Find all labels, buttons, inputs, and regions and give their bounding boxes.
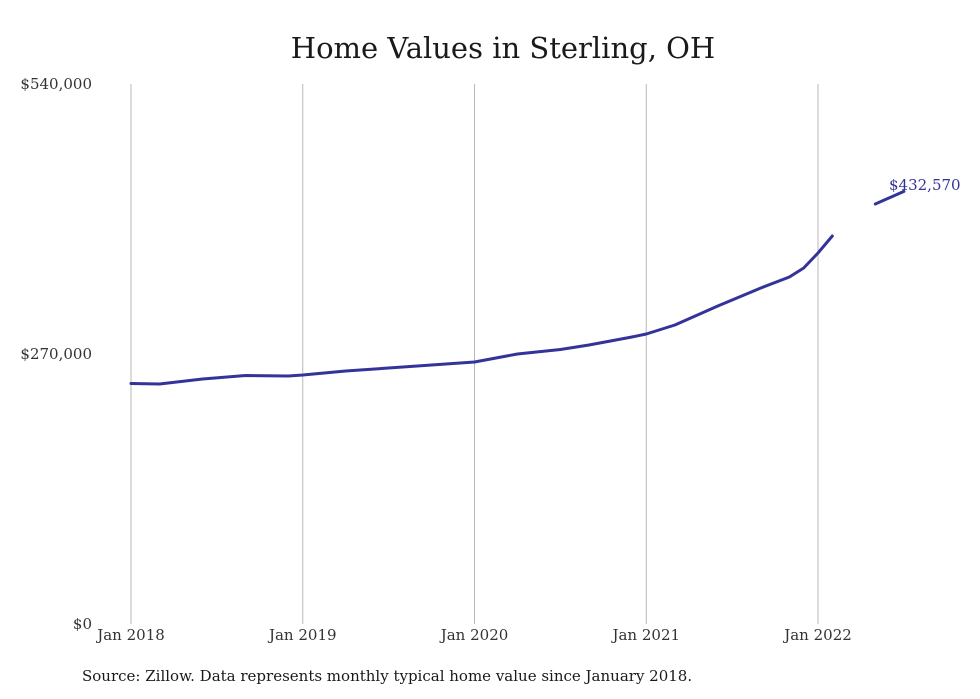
y-axis-ticks: $0 $270,000 $540,000 [20,75,92,633]
series-line-segment-0 [129,234,834,386]
y-tick-label: $540,000 [20,75,92,93]
x-tick-label: Jan 2021 [610,626,680,644]
chart-title: Home Values in Sterling, OH [291,31,715,65]
gridlines [130,84,819,624]
source-note: Source: Zillow. Data represents monthly … [82,667,692,685]
x-tick-label: Jan 2019 [267,626,337,644]
x-tick-label: Jan 2022 [782,626,852,644]
x-tick-label: Jan 2020 [439,626,509,644]
series-line-segment-1 [873,189,906,206]
y-tick-label: $270,000 [20,345,92,363]
series-home-value [129,189,906,386]
x-axis-ticks: Jan 2018 Jan 2019 Jan 2020 Jan 2021 Jan 2022 [95,626,852,644]
end-value-label: $432,570 [889,176,961,194]
x-tick-label: Jan 2018 [95,626,165,644]
y-tick-label: $0 [73,615,92,633]
